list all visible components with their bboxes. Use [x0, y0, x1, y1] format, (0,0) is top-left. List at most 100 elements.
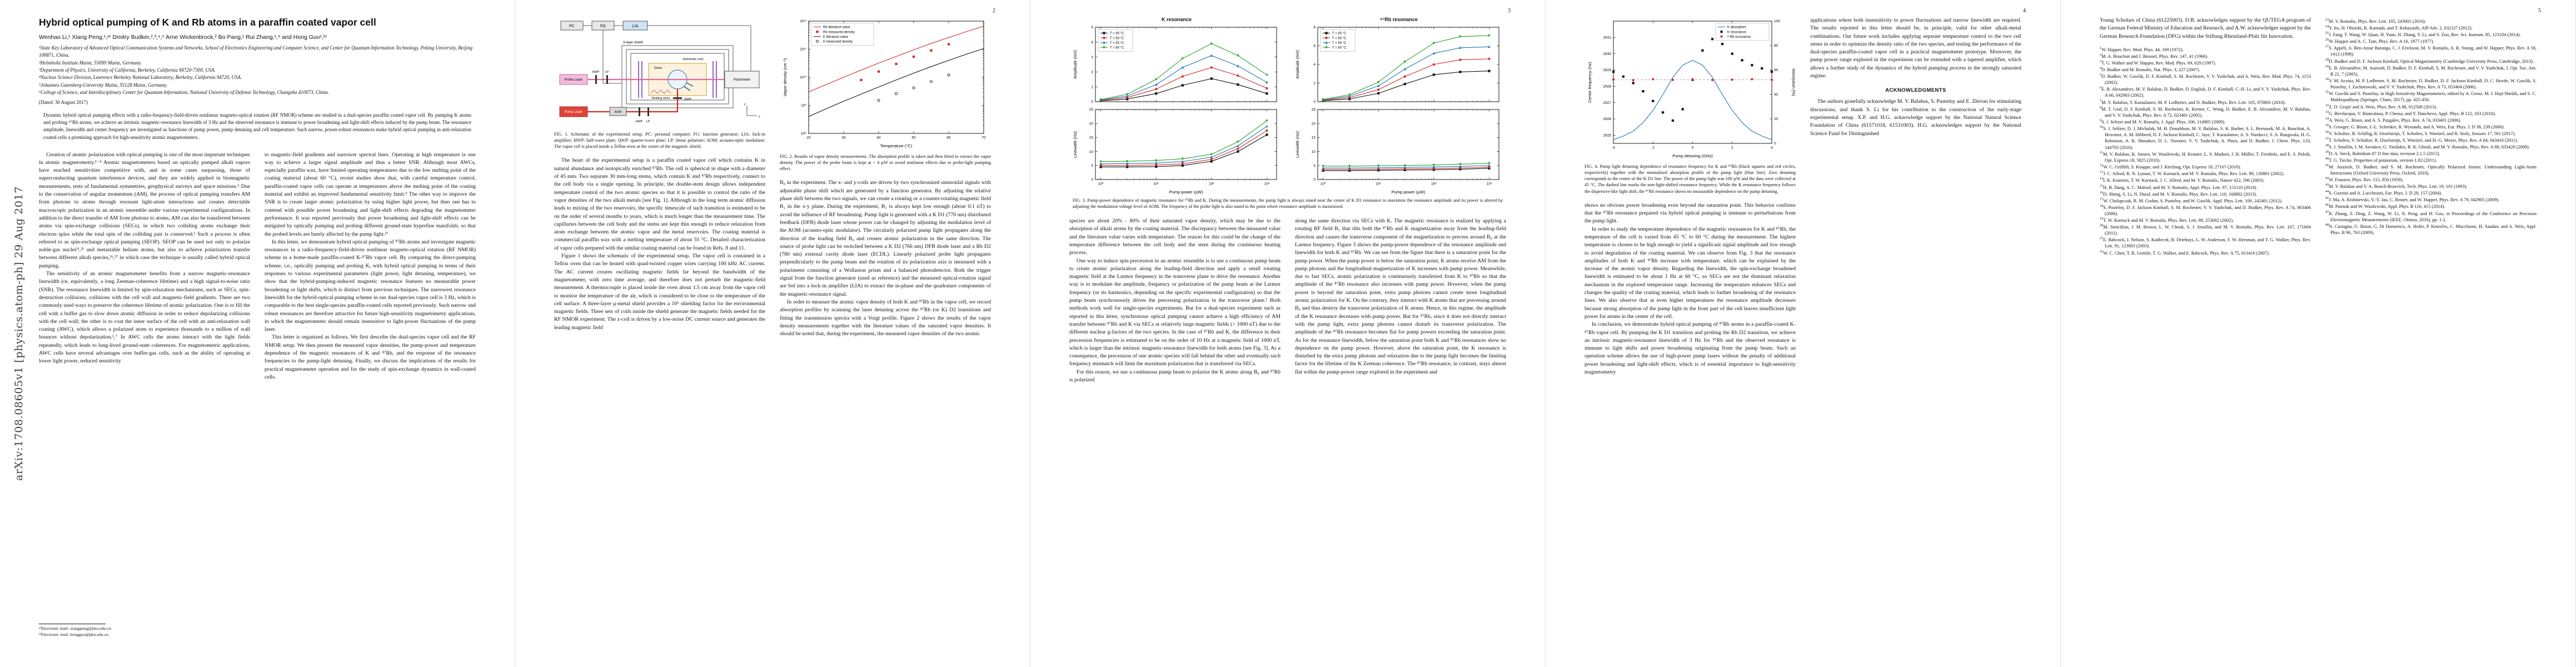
reference: 25J. Fang, T. Wang, W. Quan, H. Yuan, H.…: [2325, 31, 2521, 37]
svg-text:Rb literature value: Rb literature value: [823, 26, 850, 29]
svg-text:20: 20: [806, 136, 811, 140]
page4-column-1: shows no obvious power broadening even b…: [1585, 202, 1796, 377]
svg-text:Pump power (µW): Pump power (µW): [1392, 190, 1426, 195]
svg-text:2: 2: [1313, 81, 1316, 85]
lockin-amplifier-box: [622, 21, 647, 31]
svg-text:Amplitude (mV): Amplitude (mV): [1073, 49, 1078, 78]
paragraph: shows no obvious power broadening even b…: [1585, 202, 1796, 225]
page-5: 5 Young Scholars of China (61225003). D.…: [2061, 0, 2576, 667]
heating-wires-label: Heating wires: [651, 97, 670, 100]
reference: 37T. Scholtes, V. Schultze, R. IJsselste…: [2325, 136, 2518, 143]
paragraph: along the same direction via SECs with K…: [1295, 218, 1506, 375]
svg-text:10¹: 10¹: [1154, 182, 1159, 186]
reference: 5D. Budker, W. Gawlik, D. F. Kimball, S.…: [2100, 73, 2311, 86]
reference: 18S. Pustelny, D. F. Jackson Kimball, S.…: [2100, 203, 2311, 216]
page-2: 2: [515, 0, 1030, 667]
svg-text:6: 6: [1313, 44, 1316, 48]
footnote-email-b: ᵇ⁾Electronic mail: hongguo@pku.edu.cn: [39, 632, 108, 638]
svg-text:2928: 2928: [1603, 85, 1611, 89]
svg-text:Absorption (%): Absorption (%): [1791, 68, 1795, 96]
svg-text:4: 4: [1313, 63, 1316, 67]
reference: 36V. Schultze, B. Schillig, R. IJsselste…: [2325, 130, 2516, 136]
paragraph: In conclusion, we demonstrate hybrid opt…: [1585, 321, 1796, 376]
figure-4-chart: -4 -2 0 2 4 2925 2926 2927 2928 2929 2930 2931 0 20 40…: [1585, 17, 1796, 160]
paragraph: The sensitivity of an atomic magnetomete…: [39, 271, 250, 365]
shield-label: 3-layer shield: [623, 41, 643, 44]
reference: 9S. J. Seltzer and M. V. Romalis, J. App…: [2100, 118, 2226, 125]
page-3: 3 K resonance 0 1 2 3 4 5 Amplitude (mV) T = 45…: [1030, 0, 1546, 667]
paragraph: This letter is organized as follows. We …: [265, 334, 476, 380]
svg-text:2930: 2930: [1603, 52, 1611, 56]
svg-text:Temperature (°C): Temperature (°C): [880, 143, 912, 148]
page-number: 4: [2023, 8, 2026, 14]
reference: 34A. Weis, G. Bison, and A. S. Pazgalev,…: [2325, 116, 2462, 123]
svg-text:2: 2: [1731, 146, 1733, 150]
reference: 33G. Bevilacqua, V. Biancalana, P. Chess…: [2325, 109, 2496, 116]
y-axis-label: y: [759, 115, 760, 118]
fg-label: FG: [600, 24, 606, 28]
svg-text:10¹¹: 10¹¹: [800, 48, 806, 52]
svg-text:T = 55 °C: T = 55 °C: [1332, 42, 1347, 45]
svg-text:0: 0: [1091, 100, 1093, 104]
svg-text:0: 0: [1691, 146, 1693, 150]
affiliation: ²Helmholtz Institute Mainz, 55099 Mainz,…: [39, 59, 142, 66]
paragraph: species are about 20% - 80% of their sat…: [1069, 218, 1280, 256]
rb-amplitude-chart: 0 2 4 6 8 Amplitude (mV) T = 45 °C T = 50 °C T =…: [1293, 24, 1504, 107]
figure-2-chart: 20 30 40 50 60 70 10⁸ 10⁹ 10¹⁰ 10¹¹ 10¹² Temperatur…: [780, 17, 991, 150]
paragraph: The heart of the experimental setup is a…: [554, 157, 765, 251]
reference: 46M. Parniak and W. Wasilewski, Appl. Ph…: [2325, 203, 2445, 210]
reference: 15H. B. Dang, A. C. Maloof, and M. V. Ro…: [2100, 183, 2258, 190]
svg-text:10: 10: [1089, 150, 1094, 154]
svg-text:-2: -2: [1651, 146, 1655, 150]
helmholtz-coils-label: Helmholtz coils: [682, 58, 703, 61]
figure-1-caption: FIG. 1. Schematic of the experimental se…: [554, 132, 765, 150]
function-generator-box: [591, 21, 614, 31]
reference: 27S. Appelt, A. Ben-Amar Baranga, C. J. …: [2325, 44, 2537, 57]
paragraph: Creation of atomic polarization with opt…: [39, 151, 250, 269]
reference: 40T. G. Tiecke, Properties of potassium,…: [2325, 156, 2437, 163]
reference: 1W. Happer, Rev. Mod. Phys. 44, 169 (197…: [2100, 46, 2184, 52]
reference: 3T. G. Walker and W. Happer, Rev. Mod. P…: [2100, 59, 2216, 66]
figure-3-rb-panel: ⁸⁷Rb resonance 0 2 4 6 8 Amplitude (mV) T = 45…: [1293, 17, 1504, 196]
reference: 22W. C. Chen, T. R. Gentile, T. G. Walke…: [2100, 249, 2270, 256]
probe-laser-box: [559, 74, 587, 85]
svg-text:10²: 10²: [1209, 182, 1214, 186]
page2-column-2: B₀ in the experiment. The x- and y-coils…: [780, 179, 991, 338]
svg-text:15: 15: [1312, 136, 1316, 140]
figure-2-caption: FIG. 2. Results of vapor density measure…: [780, 154, 991, 172]
svg-text:3: 3: [1091, 56, 1093, 59]
abstract: Dynamic hybrid optical pumping effects w…: [43, 112, 471, 140]
reference: 24Y. Ito, H. Ohnishi, K. Kamada, and T. …: [2325, 24, 2473, 31]
lp-label: LP: [605, 71, 609, 74]
svg-text:T = 60 °C: T = 60 °C: [1110, 46, 1124, 49]
svg-text:10¹²: 10¹²: [800, 19, 806, 23]
svg-text:2: 2: [1091, 70, 1093, 74]
affiliation-list: ¹State Key Laboratory of Advanced Optica…: [39, 44, 476, 97]
svg-text:Linewidth (Hz): Linewidth (Hz): [1073, 131, 1078, 157]
svg-text:T = 50 °C: T = 50 °C: [1110, 37, 1124, 40]
svg-text:0: 0: [1313, 100, 1316, 104]
hwp-label-2: HWP: [635, 120, 642, 123]
rb-resonance-title: ⁸⁷Rb resonance: [1380, 17, 1418, 22]
reference: 21E. Babcock, I. Nelson, S. Kadlecek, B.…: [2100, 236, 2311, 249]
figure-3-caption: FIG. 3. Pump-power dependence of magneti…: [1073, 197, 1503, 209]
reference: 42W. Franzen, Phys. Rev. 115, 850 (1959)…: [2325, 176, 2404, 183]
page1-column-2: to magnetic-field gradients and narrower…: [265, 151, 476, 382]
svg-text:10³: 10³: [1487, 182, 1492, 186]
polarimeter-label: Polarimeter: [733, 78, 750, 82]
affiliation: ¹State Key Laboratory of Advanced Optica…: [39, 44, 473, 58]
paragraph: In this letter, we demonstrate hybrid op…: [265, 238, 476, 333]
aom-box: [609, 107, 626, 116]
reference: 19T. W. Kornack and M. V. Romalis, Phys.…: [2100, 216, 2234, 223]
svg-text:5: 5: [1313, 164, 1316, 168]
page3-column-2: along the same direction via SECs with K…: [1295, 217, 1506, 384]
paragraph: applications where both insensitivity to…: [1810, 17, 2021, 79]
svg-text:Rb measured density: Rb measured density: [823, 31, 855, 34]
probe-laser-label: Probe Laser: [564, 78, 582, 82]
acknowledgments-heading: ACKNOWLEDGMENTS: [1885, 87, 1946, 94]
svg-text:1: 1: [1091, 85, 1093, 89]
svg-text:5: 5: [1091, 26, 1093, 29]
svg-text:4: 4: [1091, 41, 1093, 44]
reference: 35S. Groeger, G. Bison, J.-L. Schenker, …: [2325, 123, 2505, 130]
